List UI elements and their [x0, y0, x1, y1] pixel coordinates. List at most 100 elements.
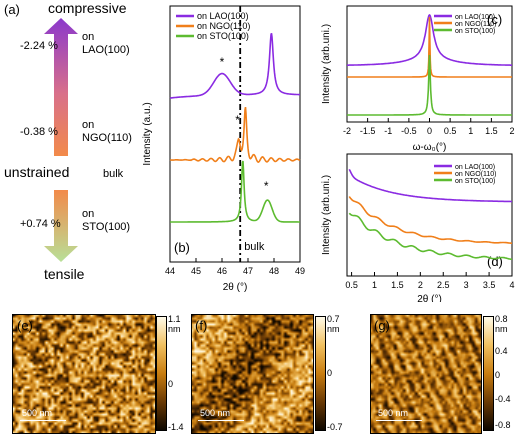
y-axis-label: Intensity (a.u.): [142, 102, 153, 165]
afm-image-e: [12, 314, 156, 434]
strain-arrow: [44, 18, 78, 262]
bulk-annotation: bulk: [244, 241, 265, 253]
x-tick-label: 0.5: [444, 126, 457, 136]
plot-frame: [169, 5, 301, 263]
x-tick-label: 1: [372, 280, 377, 290]
cbar-e-min: -1.4: [168, 422, 184, 432]
legend-label: on NGO(110): [197, 21, 250, 31]
strain-sto-on: on: [82, 208, 95, 220]
panel-d-label: (d): [487, 254, 503, 269]
strain-lao-on: on: [82, 31, 95, 43]
panel-b-label: (b): [174, 240, 190, 255]
strain-ngo-on: on: [82, 119, 95, 131]
x-tick-label: 1.5: [391, 280, 404, 290]
x-tick-label: 0: [427, 126, 432, 136]
scale-bar-f: [198, 420, 244, 421]
strain-ngo-value: -0.38 %: [20, 126, 58, 138]
strain-lao-sub: LAO(100): [82, 44, 130, 56]
legend-label: on STO(100): [197, 31, 249, 41]
afm-f-label: (f): [195, 318, 208, 333]
x-tick-label: 44: [165, 266, 175, 276]
cbar-g-t2: 0.4: [495, 346, 508, 356]
series-line-d-0: [348, 168, 512, 203]
legend-label: on LAO(100): [455, 164, 495, 171]
panel-a-label: (a): [4, 2, 20, 17]
chart-b: 44 45 46 47 48 49 2θ (°) Intensity (a.u.) (b) bul…: [142, 5, 305, 293]
colorbar-f: [315, 316, 326, 431]
cbar-g-t5: -0.8: [495, 420, 511, 430]
arrow-up-shape: [44, 18, 78, 156]
peak-star-marker: *: [264, 179, 269, 193]
series-line-c-0: [347, 14, 512, 66]
series-line-c-1: [347, 16, 512, 78]
scale-bar-g: [376, 420, 422, 421]
y-axis-label: Intensity (arb.uni.): [321, 175, 332, 255]
strain-ngo-sub: NGO(110): [82, 132, 132, 144]
x-tick-label: 1: [468, 126, 473, 136]
x-tick-label: -1: [384, 126, 392, 136]
scale-bar-e: [20, 420, 66, 421]
legend-label: on STO(100): [455, 28, 495, 35]
cbar-g-max: 0.8: [495, 314, 508, 324]
arrow-down-shape: [44, 190, 78, 262]
tensile-label: tensile: [44, 266, 85, 282]
panel-c-label: (c): [487, 12, 502, 27]
strain-sto-value: +0.74 %: [20, 218, 61, 230]
chart-c: -2 -1.5 -1 -0.5 0 0.5 1 1.5 2 ω-ω₀(°) Intensity (a…: [321, 5, 515, 153]
cbar-f-min: -0.7: [327, 422, 343, 432]
x-tick-label: 4: [509, 280, 514, 290]
scale-label-f: 500 nm: [200, 408, 231, 418]
x-tick-label: 2: [509, 126, 514, 136]
afm-g-label: (g): [374, 318, 390, 333]
cbar-e-max: 1.1: [168, 314, 181, 324]
x-tick-label: 48: [269, 266, 279, 276]
cbar-f-zero: 0: [327, 368, 333, 378]
unstrained-label: unstrained: [4, 164, 70, 180]
x-tick-label: 46: [217, 266, 227, 276]
chart-d: 0.5 1 1.5 2 2.5 3 3.5 4 2θ (°) Intensity (arb.uni…: [321, 153, 515, 302]
x-tick-label: -1.5: [360, 126, 376, 136]
scale-label-e: 500 nm: [22, 408, 53, 418]
x-axis-label: ω-ω₀(°): [413, 142, 447, 153]
scale-label-g: 500 nm: [378, 408, 409, 418]
legend-label: on NGO(110): [455, 21, 497, 28]
afm-image-f: [191, 314, 314, 434]
cbar-g-unit: nm: [495, 324, 508, 334]
series-line-c-2: [347, 54, 512, 116]
x-tick-label: 0.5: [345, 280, 358, 290]
series-line-d-2: [348, 212, 512, 260]
x-tick-label: 3: [464, 280, 469, 290]
peak-star-marker: *: [235, 113, 240, 127]
bulk-label: bulk: [103, 168, 124, 180]
x-axis-label: 2θ (°): [223, 282, 248, 293]
cbar-e-unit: nm: [168, 324, 181, 334]
legend-label: on LAO(100): [455, 14, 495, 21]
x-tick-label: 2: [418, 280, 423, 290]
x-tick-label: 1.5: [485, 126, 498, 136]
strain-lao-value: -2.24 %: [20, 40, 58, 52]
peak-star-marker: *: [220, 55, 225, 69]
x-axis-label: 2θ (°): [417, 294, 442, 302]
series-line-b-2: [170, 160, 300, 223]
afm-image-g: [370, 314, 482, 434]
strain-sto-sub: STO(100): [82, 221, 131, 233]
series-line-b-1: [169, 106, 301, 163]
cbar-f-unit: nm: [327, 324, 340, 334]
x-tick-label: 49: [295, 266, 305, 276]
colorbar-g: [483, 316, 494, 431]
cbar-e-zero: 0: [168, 379, 174, 389]
cbar-f-max: 0.7: [327, 314, 340, 324]
x-tick-label: 2.5: [437, 280, 450, 290]
x-tick-label: 3.5: [483, 280, 496, 290]
series-line-d-1: [348, 196, 512, 244]
cbar-g-t3: 0: [495, 370, 501, 380]
x-tick-label: -0.5: [401, 126, 417, 136]
plot-frame: [346, 153, 513, 277]
y-axis-label: Intensity (arb.uni.): [321, 24, 332, 104]
series-line-b-0: [169, 32, 300, 99]
legend-label: on LAO(100): [197, 11, 249, 21]
compressive-label: compressive: [48, 0, 127, 16]
x-tick-label: 47: [243, 266, 253, 276]
x-tick-label: 45: [191, 266, 201, 276]
legend-label: on NGO(110): [455, 171, 497, 178]
